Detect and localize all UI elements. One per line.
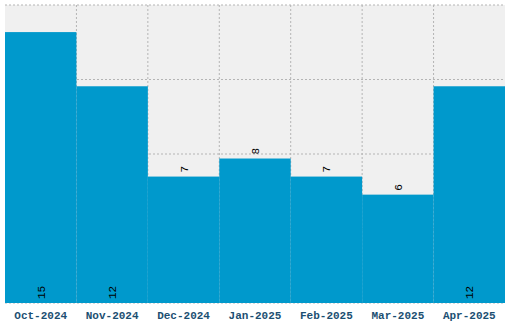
- bar: [148, 177, 219, 303]
- data-label: 15: [36, 286, 48, 299]
- x-tick-label: Jan-2025: [229, 310, 282, 322]
- grid-line: [5, 79, 505, 80]
- bar: [362, 195, 433, 303]
- bars: [5, 32, 505, 303]
- x-tick-label: Mar-2025: [371, 310, 424, 322]
- chart: 15 12 7 8 7 6 12 Oct-2024 Nov-2024 Dec-2024 Jan-20…: [0, 0, 510, 330]
- x-tick-label: Nov-2024: [86, 310, 139, 322]
- bar: [291, 177, 362, 303]
- data-label: 6: [393, 184, 405, 191]
- bar: [5, 32, 76, 303]
- plot-background: [5, 5, 505, 303]
- x-tick-label: Feb-2025: [300, 310, 353, 322]
- x-tick-label: Apr-2025: [443, 310, 496, 322]
- bar: [76, 86, 147, 303]
- x-tick-label: Dec-2024: [157, 310, 210, 322]
- x-tick-label: Oct-2024: [14, 310, 67, 322]
- grid-line: [5, 5, 505, 6]
- data-label: 7: [179, 166, 191, 173]
- data-label: 12: [464, 286, 476, 299]
- data-label: 12: [107, 286, 119, 299]
- bar: [434, 86, 505, 303]
- data-label: 8: [250, 148, 262, 155]
- data-label: 7: [321, 166, 333, 173]
- bar: [219, 159, 290, 303]
